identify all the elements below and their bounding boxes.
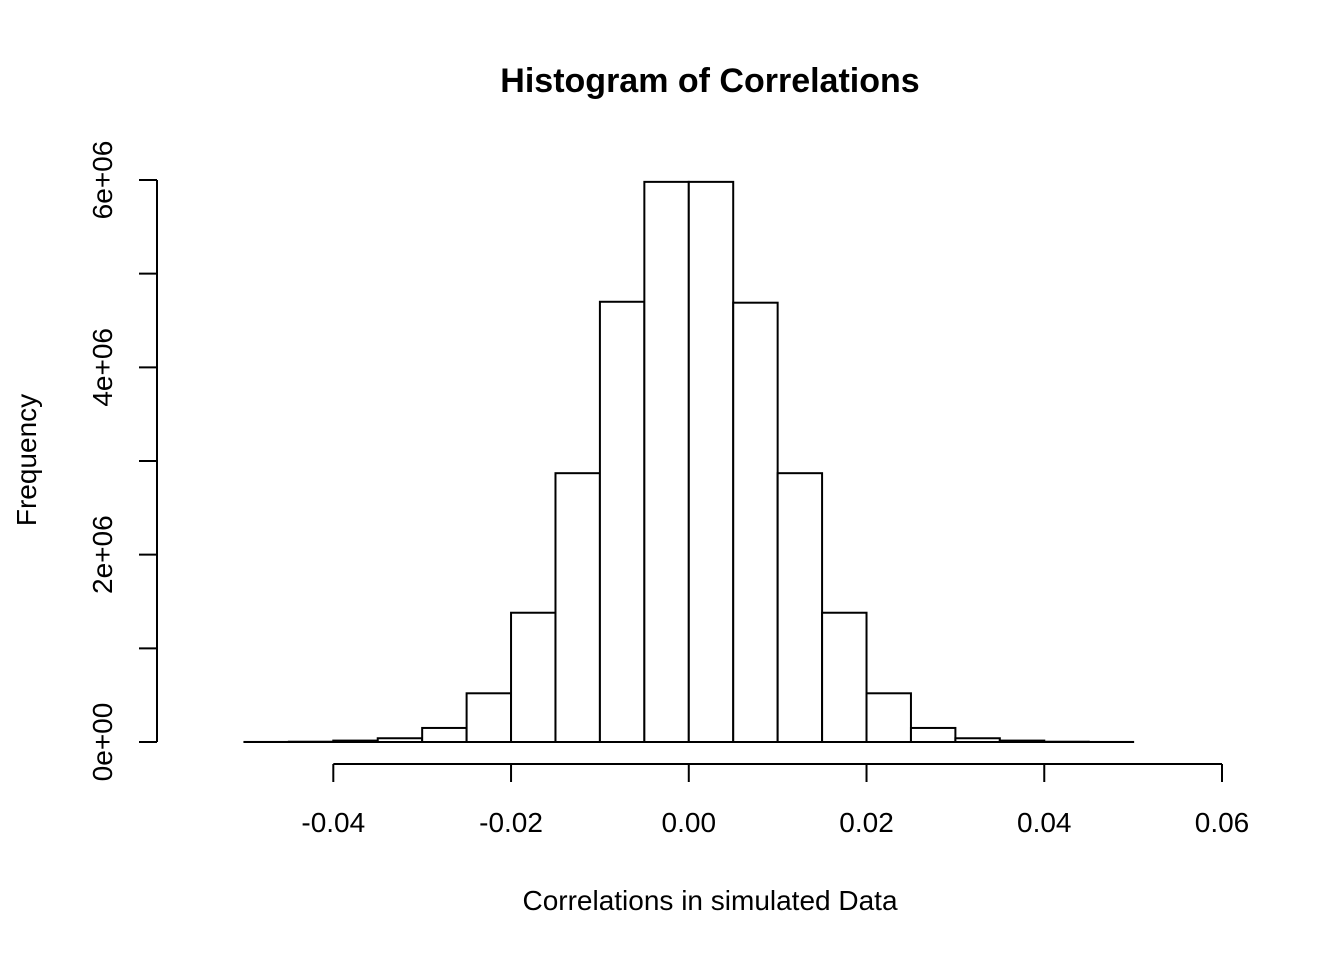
histogram-bar	[376, 737, 424, 743]
x-tick-label: 0.06	[1195, 807, 1250, 838]
x-tick-label: -0.02	[479, 807, 543, 838]
histogram-bar	[776, 472, 824, 743]
y-tick-label: 6e+06	[87, 141, 118, 220]
x-tick-label: 0.02	[839, 807, 894, 838]
chart-title: Histogram of Correlations	[500, 62, 919, 100]
histogram-bar	[954, 737, 1001, 743]
histogram-bar	[821, 611, 868, 743]
x-tick-label: 0.00	[662, 807, 717, 838]
histogram-bar	[865, 692, 912, 743]
x-axis-ticks: -0.04 -0.02 0.00 0.02 0.04 0.06	[301, 764, 1249, 838]
histogram-bars	[243, 180, 1135, 744]
histogram-bar	[421, 726, 468, 744]
x-axis: -0.04 -0.02 0.00 0.02 0.04 0.06	[301, 763, 1249, 838]
histogram-bar	[643, 180, 690, 743]
histogram-bar	[598, 300, 646, 743]
y-axis: 0e+00 2e+06 4e+06 6e+06	[87, 141, 158, 782]
y-tick-label: 0e+00	[87, 703, 118, 782]
histogram-bar	[510, 611, 557, 743]
y-axis-label: Frequency	[11, 394, 42, 526]
histogram-bar	[465, 692, 513, 743]
y-tick-label: 4e+06	[87, 328, 118, 407]
histogram-bar	[554, 472, 601, 743]
y-axis-ticks: 0e+00 2e+06 4e+06 6e+06	[87, 141, 157, 782]
histogram-bar	[909, 726, 957, 744]
x-tick-label: 0.04	[1017, 807, 1072, 838]
y-tick-label: 2e+06	[87, 515, 118, 594]
x-axis-label: Correlations in simulated Data	[522, 885, 897, 916]
x-tick-label: -0.04	[301, 807, 365, 838]
histogram-bar	[332, 739, 379, 743]
histogram-bar	[732, 301, 779, 743]
histogram-bar	[998, 739, 1046, 743]
histogram-bar	[687, 180, 735, 743]
